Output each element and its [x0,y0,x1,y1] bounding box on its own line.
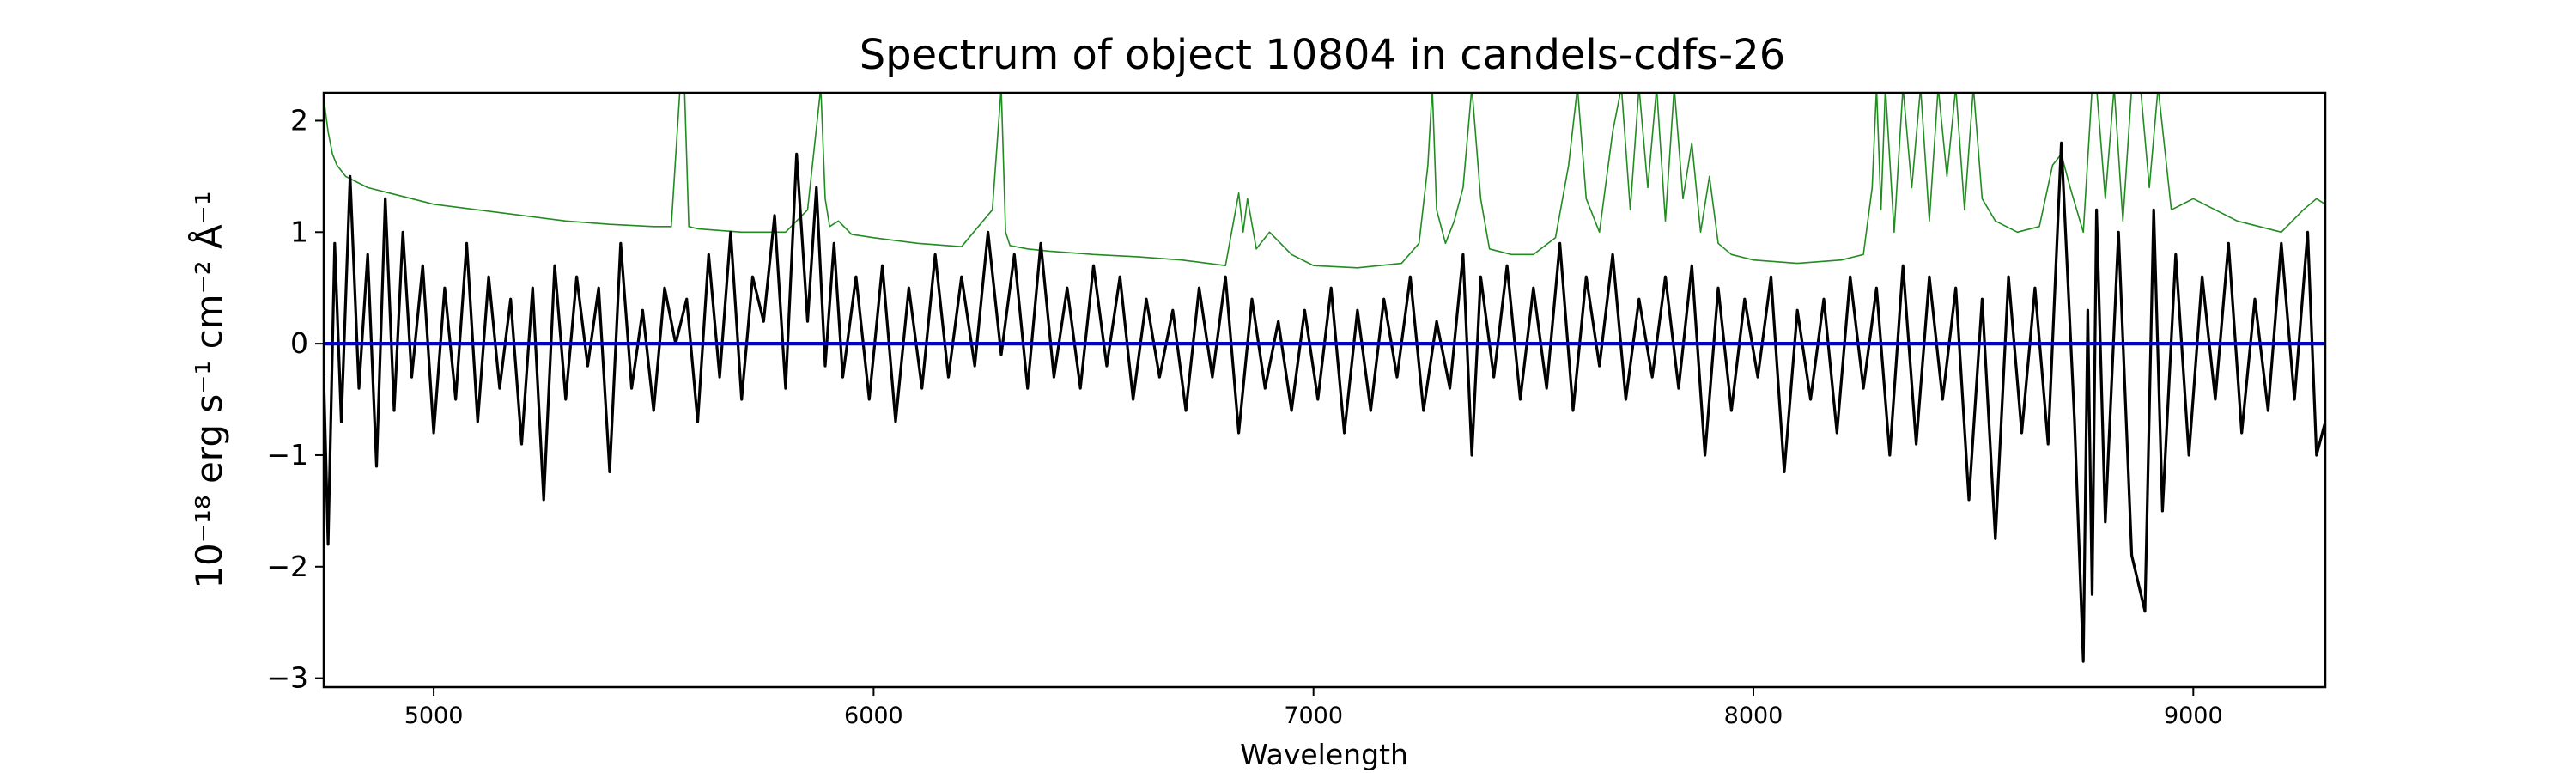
x-axis-label: Wavelength [1240,738,1408,771]
y-axis-label: 10⁻¹⁸ erg s⁻¹ cm⁻² Å⁻¹ [187,191,230,588]
x-tick-label: 6000 [844,703,903,729]
series-layer [324,93,2325,663]
y-tick-label: −1 [266,438,308,472]
plot-area [322,91,2327,689]
x-tick-label: 5000 [404,703,464,729]
plot-frame [322,91,2327,689]
y-tick-label: −3 [266,661,308,695]
y-tick-label: −2 [266,550,308,583]
x-tick-label: 9000 [2164,703,2223,729]
plot-background [324,93,2325,687]
x-tick-label: 8000 [1724,703,1783,729]
y-tick-label: 0 [290,326,308,360]
x-axis: 5000 6000 7000 8000 9000 [404,687,2223,729]
y-axis: −3 −2 −1 0 1 2 [266,103,324,695]
chart-title: Spectrum of object 10804 in candels-cdfs… [860,31,1786,79]
y-tick-label: 2 [290,103,308,137]
error-series-line [324,93,2325,269]
x-tick-label: 7000 [1284,703,1343,729]
flux-series-line [324,141,2325,663]
y-tick-label: 1 [290,215,308,248]
